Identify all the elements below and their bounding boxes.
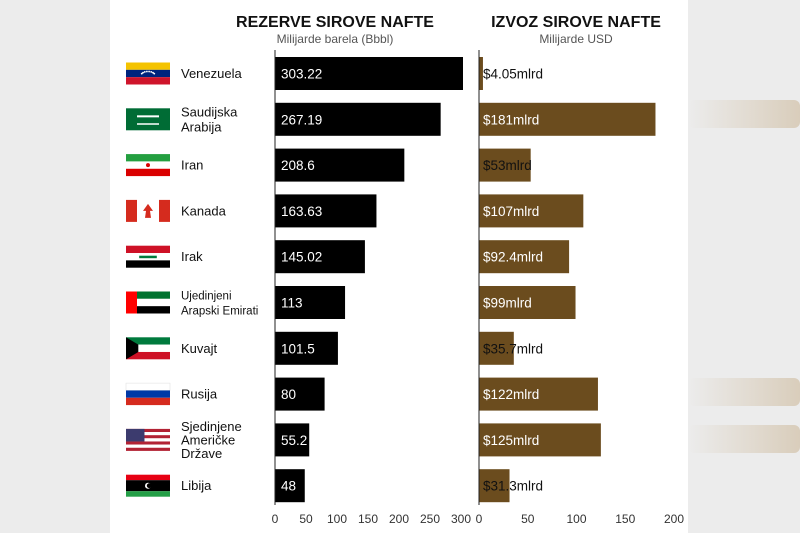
exports-value-label: $99mlrd [483, 296, 532, 311]
russia-flag-icon [125, 382, 171, 406]
reserves-bar [275, 240, 365, 274]
canada-flag-icon [126, 199, 170, 222]
reserves-title: REZERVE SIROVE NAFTE [236, 14, 434, 31]
reserves-tick-label: 50 [299, 512, 313, 526]
reserves-tick-label: 100 [327, 512, 347, 526]
country-label: Libija [181, 478, 212, 493]
reserves-bar [275, 286, 346, 319]
country-label: Kanada [181, 203, 227, 218]
exports-value-label: $181mlrd [483, 112, 539, 127]
exports-value-label: $92.4mlrd [483, 250, 543, 265]
reserves-tick-label: 300 [451, 512, 471, 526]
reserves-value-label: 208.6 [281, 158, 315, 173]
exports-tick-label: 100 [566, 512, 586, 526]
reserves-value-label: 303.22 [281, 67, 322, 82]
reserves-tick-label: 250 [420, 512, 440, 526]
reserves-bar [275, 194, 377, 228]
exports-bar [479, 377, 598, 411]
exports-bar [479, 57, 483, 90]
reserves-bar [275, 377, 325, 411]
exports-tick-label: 200 [664, 512, 684, 526]
exports-title: IZVOZ SIROVE NAFTE [491, 14, 661, 31]
reserves-subtitle: Milijarde barela (Bbbl) [277, 32, 394, 46]
reserves-value-label: 113 [281, 296, 303, 311]
reserves-bar [275, 148, 405, 182]
exports-value-label: $31.3mlrd [483, 479, 543, 494]
reserves-bar [275, 423, 310, 457]
libya-flag-icon [126, 474, 170, 497]
country-label: Kuvajt [181, 341, 218, 356]
reserves-bar [275, 57, 463, 90]
iran-flag-icon [126, 154, 170, 177]
infographic-panel: REZERVE SIROVE NAFTE Milijarde barela (B… [110, 0, 688, 533]
country-label: Iran [181, 158, 203, 173]
exports-bar [479, 102, 656, 136]
exports-value-label: $35.7mlrd [483, 341, 543, 356]
usa-flag-icon [126, 428, 170, 451]
exports-bar [479, 194, 584, 228]
exports-bar [479, 240, 570, 274]
exports-tick-label: 150 [615, 512, 635, 526]
reserves-value-label: 101.5 [281, 341, 315, 356]
reserves-value-label: 267.19 [281, 112, 322, 127]
reserves-tick-label: 150 [358, 512, 378, 526]
reserves-value-label: 55.2 [281, 433, 307, 448]
reserves-tick-label: 200 [389, 512, 409, 526]
exports-subtitle: Milijarde USD [539, 32, 613, 46]
reserves-bar [275, 102, 441, 136]
exports-value-label: $107mlrd [483, 204, 539, 219]
background-left [0, 0, 110, 533]
reserves-bar [275, 469, 305, 503]
exports-bar [479, 331, 514, 365]
country-label: Rusija [181, 387, 218, 402]
reserves-value-label: 145.02 [281, 250, 322, 265]
exports-value-label: $122mlrd [483, 387, 539, 402]
reserves-value-label: 80 [281, 387, 296, 402]
venezuela-flag-icon [126, 62, 170, 85]
country-label: Ujedinjeni Arapski Emirati [181, 291, 258, 318]
exports-bar [479, 286, 576, 319]
reserves-tick-label: 0 [272, 512, 279, 526]
exports-tick-label: 50 [521, 512, 535, 526]
country-label: Irak [181, 249, 203, 264]
exports-tick-label: 0 [476, 512, 483, 526]
reserves-value-label: 48 [281, 479, 296, 494]
exports-value-label: $125mlrd [483, 433, 539, 448]
exports-value-label: $4.05mlrd [483, 67, 543, 82]
exports-bar [479, 469, 510, 503]
exports-bar [479, 423, 601, 457]
background-right [688, 0, 800, 533]
country-label: Sjedinjene Američke Države [181, 419, 242, 461]
country-label: Saudijska Arabija [181, 104, 238, 134]
kuwait-flag-icon [126, 337, 170, 360]
uae-flag-icon [126, 291, 170, 314]
oil-chart: REZERVE SIROVE NAFTE Milijarde barela (B… [125, 14, 684, 526]
iraq-flag-icon [126, 245, 170, 268]
reserves-value-label: 163.63 [281, 204, 322, 219]
exports-bar [479, 148, 531, 182]
country-label: Venezuela [181, 66, 242, 81]
saudi-arabia-flag-icon [126, 108, 170, 131]
reserves-bar [275, 331, 338, 365]
exports-value-label: $53mlrd [483, 158, 532, 173]
